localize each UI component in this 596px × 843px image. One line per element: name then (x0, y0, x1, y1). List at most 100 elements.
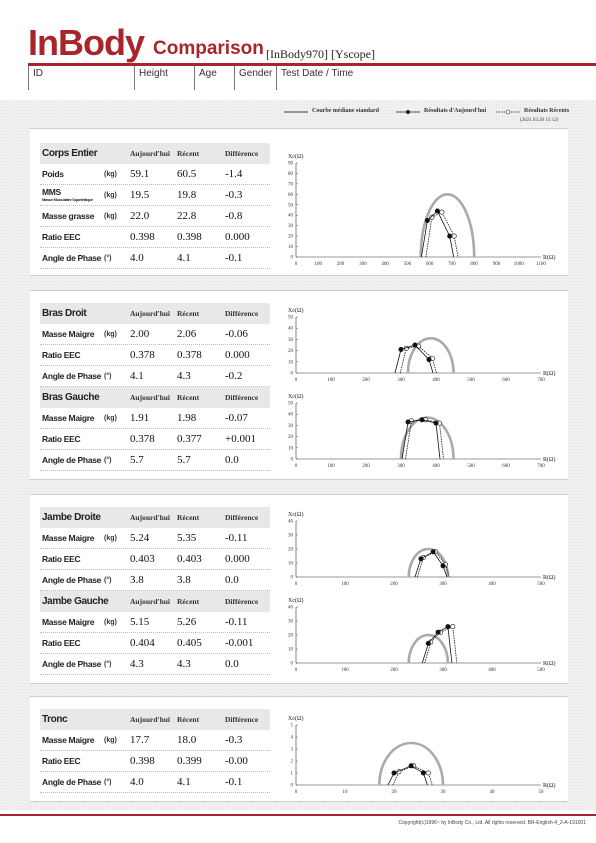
median-curve (406, 337, 455, 374)
row-label: Masse Maigre (42, 329, 95, 339)
table-row: Ratio EEC 0.403 0.403 0.000 (40, 549, 270, 570)
col-today-header: Aujourd'hui (130, 393, 171, 402)
table-row: Masse Maigre (kg) 2.00 2.06 -0.06 (40, 324, 270, 345)
x-tick-label: 50 (539, 790, 545, 795)
table-header-row: Bras Gauche Aujourd'hui Récent Différenc… (40, 387, 270, 408)
chart-jambe-gauche: Xc(Ω) R(Ω) 0 10 20 30 40 0 100 200 300 400 500 (280, 593, 565, 680)
today-point (408, 763, 414, 769)
value-diff: -0.3 (225, 734, 243, 746)
value-diff: -0.11 (225, 532, 248, 544)
x-tick-label: 100 (327, 464, 335, 469)
x-tick-label: 200 (390, 582, 398, 587)
row-label: Masse Maigre (42, 735, 95, 745)
y-tick-label: 10 (288, 648, 294, 653)
value-today: 4.0 (130, 776, 144, 788)
recent-point (425, 770, 431, 776)
recent-point (451, 233, 457, 239)
col-recent-header: Récent (177, 597, 200, 606)
y-axis-label: Xc(Ω) (288, 393, 303, 400)
value-diff: -0.06 (225, 328, 248, 340)
today-line (401, 419, 441, 460)
today-point (418, 556, 424, 562)
y-tick-label: 90 (288, 162, 294, 167)
value-diff: -0.001 (225, 637, 254, 649)
chart-tronc: Xc(Ω) R(Ω) 0 1 2 3 4 5 0 10 20 30 40 50 (280, 711, 565, 802)
x-tick-label: 500 (467, 378, 475, 383)
x-tick-label: 500 (537, 668, 545, 673)
col-recent-header: Récent (177, 393, 200, 402)
x-tick-label: 400 (432, 464, 440, 469)
value-today: 17.7 (130, 734, 150, 746)
x-tick-label: 0 (295, 790, 298, 795)
report-title: Comparison (153, 38, 264, 59)
x-axis-label: R(Ω) (543, 370, 555, 377)
table-row: Angle de Phase (°) 4.1 4.3 -0.2 (40, 366, 270, 387)
y-tick-label: 30 (288, 534, 294, 539)
col-recent-header: Récent (177, 715, 200, 724)
row-label-main: MMS (42, 187, 61, 197)
x-tick-label: 400 (488, 668, 496, 673)
panel-bras: Bras Droit Aujourd'hui Récent Différence… (30, 290, 568, 480)
legend-symbols (284, 109, 520, 115)
x-tick-label: 100 (341, 668, 349, 673)
panel-corps-entier: Corps Entier Aujourd'hui Récent Différen… (30, 128, 568, 276)
x-tick-label: 700 (448, 262, 456, 267)
row-label: Angle de Phase (42, 371, 102, 381)
today-point (425, 640, 431, 646)
value-today: 0.398 (130, 231, 155, 243)
row-label: Ratio EEC (42, 554, 81, 564)
row-unit: (kg) (104, 192, 117, 199)
value-today: 0.404 (130, 637, 155, 649)
table-row: Angle de Phase (°) 5.7 5.7 0.0 (40, 450, 270, 471)
table-row: Masse grasse (kg) 22.0 22.8 -0.8 (40, 206, 270, 227)
x-tick-label: 400 (381, 262, 389, 267)
col-diff-header: Différence (225, 513, 259, 522)
x-tick-label: 200 (390, 668, 398, 673)
x-tick-label: 300 (397, 378, 405, 383)
value-diff: -0.2 (225, 370, 243, 382)
row-label: Masse Maigre (42, 413, 95, 423)
gender-column: Gender (234, 66, 276, 90)
y-tick-label: 30 (288, 224, 294, 229)
y-tick-label: 20 (288, 634, 294, 639)
median-curve (407, 547, 450, 578)
x-tick-label: 500 (467, 464, 475, 469)
x-tick-label: 10 (343, 790, 349, 795)
y-tick-label: 3 (291, 748, 294, 753)
section-title: Bras Gauche (42, 392, 100, 403)
table-row: Ratio EEC 0.398 0.399 -0.00 (40, 751, 270, 772)
today-point (405, 419, 411, 425)
x-tick-label: 500 (537, 582, 545, 587)
test-date-column: Test Date / Time (276, 66, 476, 90)
legend-recent-label: Résultats Récents (524, 108, 570, 114)
x-axis-label: R(Ω) (543, 574, 555, 581)
value-recent: 4.3 (177, 370, 191, 382)
row-label: Angle de Phase (42, 777, 102, 787)
y-axis-label: Xc(Ω) (288, 597, 303, 604)
x-tick-label: 100 (315, 262, 323, 267)
y-tick-label: 4 (291, 736, 294, 741)
panel-jambes: Jambe Droite Aujourd'hui Récent Différen… (30, 494, 568, 684)
y-tick-label: 50 (288, 402, 294, 407)
y-tick-label: 20 (288, 235, 294, 240)
today-point (398, 346, 404, 352)
today-point (426, 357, 432, 363)
value-diff: -0.1 (225, 252, 243, 264)
x-tick-label: 300 (397, 464, 405, 469)
value-today: 4.0 (130, 252, 144, 264)
value-recent: 19.8 (177, 189, 197, 201)
x-tick-label: 400 (488, 582, 496, 587)
table-header-row: Tronc Aujourd'hui Récent Différence (40, 709, 270, 730)
value-today: 0.378 (130, 433, 155, 445)
device-model: [InBody970] [Yscope] (266, 47, 375, 61)
x-tick-label: 700 (537, 378, 545, 383)
height-column: Height (134, 66, 194, 90)
y-tick-label: 70 (288, 182, 294, 187)
table-header-row: Bras Droit Aujourd'hui Récent Différence (40, 303, 270, 324)
x-tick-label: 400 (432, 378, 440, 383)
table-row: Masse Maigre (kg) 1.91 1.98 -0.07 (40, 408, 270, 429)
